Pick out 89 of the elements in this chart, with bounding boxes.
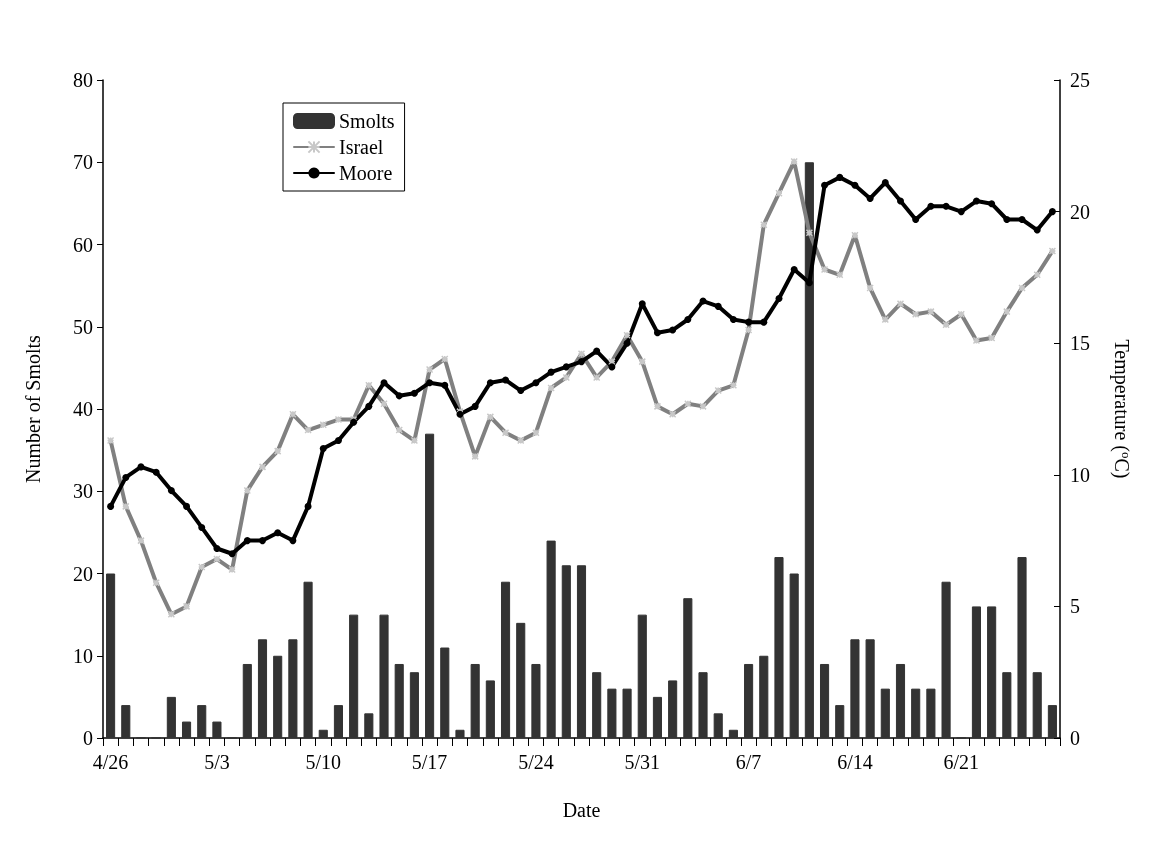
bar [835,705,845,738]
legend-label: Smolts [339,110,395,132]
legend-label: Moore [339,162,393,184]
bar [349,614,359,738]
bar [789,573,799,738]
x-tick-label: 5/24 [518,751,554,773]
bar [1032,672,1042,738]
bar [394,663,404,738]
y2-tick-label: 0 [1070,727,1080,749]
bar [637,614,647,738]
x-tick-label: 6/14 [837,751,873,773]
bar [1047,705,1057,738]
bar [622,688,632,738]
bar [197,705,207,738]
bar [850,639,860,738]
bar [379,614,389,738]
bar [242,663,252,738]
y-tick-label: 10 [73,644,93,667]
bar [288,639,298,738]
bar [941,581,951,738]
y-tick-label: 70 [73,151,93,174]
bar [683,598,693,738]
bar [698,672,708,738]
x-tick-label: 5/3 [204,751,230,773]
bar [880,688,890,738]
x-tick-label: 5/17 [411,751,448,773]
bar [181,721,192,738]
x-tick-label: 5/31 [624,751,661,773]
bar [865,639,875,738]
bar [971,606,982,738]
bar [500,581,511,738]
bar [744,663,754,738]
y-tick-label: 60 [73,233,93,256]
bar [668,680,678,738]
y-tick-label: 20 [73,562,93,585]
x-tick-label: 6/7 [735,751,762,773]
bar [652,696,663,738]
bar [1017,557,1027,738]
y-tick-label: 80 [73,69,93,91]
bar [212,721,222,738]
bar [987,606,997,738]
y2-tick-label: 10 [1070,463,1090,486]
bar [895,663,906,738]
bar [592,672,602,738]
y-tick-label: 0 [83,727,93,749]
legend-label: Israel [339,136,384,158]
bar [121,705,131,738]
bar [470,663,480,738]
bar [926,688,936,738]
bar [759,655,769,738]
bar [440,647,450,738]
bar [728,729,738,738]
y-tick-label: 50 [73,315,93,338]
bar [546,540,556,738]
x-tick-label: 5/10 [305,751,342,773]
bar [774,557,784,738]
bar [804,162,814,738]
y-tick-label: 30 [73,480,93,503]
bar [516,622,526,738]
bar [425,433,435,738]
bar [485,680,495,738]
x-tick-label: 4/26 [92,751,129,773]
bar [713,713,723,738]
bar [576,565,587,738]
bar [819,663,830,738]
bar [303,581,313,738]
bar [166,696,176,738]
y2-tick-label: 15 [1070,332,1090,355]
y-axis-title: Number of Smolts [22,334,44,483]
bar [364,713,374,738]
y2-tick-label: 20 [1070,200,1090,223]
bar [318,729,328,738]
y2-tick-label: 25 [1070,69,1090,91]
bar [257,639,268,738]
x-tick-label: 6/21 [943,751,980,773]
bar [911,688,921,738]
bar [607,688,617,738]
y2-axis-title: Temperature (oC) [1109,339,1134,479]
bar [273,655,283,738]
y2-tick-label: 5 [1070,595,1080,618]
x-axis-title: Date [562,799,601,821]
bar [455,729,465,738]
bar [333,705,344,738]
bar [1002,672,1012,738]
bar [106,573,116,738]
bar [409,672,419,738]
bar [531,663,541,738]
y-tick-label: 40 [73,398,93,420]
bar [561,565,571,738]
